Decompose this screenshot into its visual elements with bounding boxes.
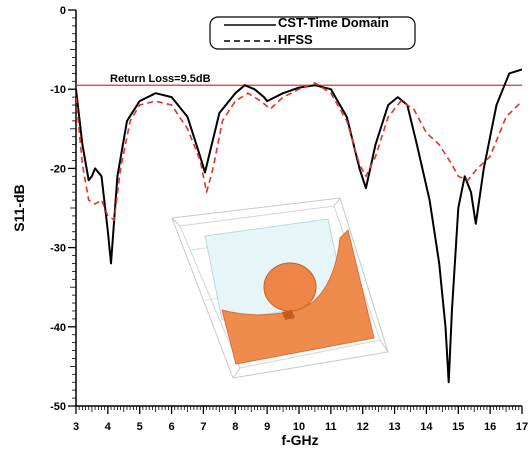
return-loss-annotation: Return Loss=9.5dB <box>110 73 211 85</box>
legend-label-cst: CST-Time Domain <box>278 15 389 30</box>
x-axis-ticks <box>75 406 523 414</box>
x-tick-label: 15 <box>452 421 464 433</box>
x-tick-label: 7 <box>200 421 206 433</box>
series-line-cst <box>76 68 522 384</box>
legend-label-hfss: HFSS <box>278 32 313 47</box>
y-axis-ticks <box>68 9 76 407</box>
x-tick-label: 13 <box>388 421 400 433</box>
y-tick-label: -30 <box>50 243 66 255</box>
x-tick-label: 4 <box>105 421 112 433</box>
x-axis-tick-labels: 3 4 5 6 7 8 9 10 11 12 13 14 15 16 17 <box>73 421 528 433</box>
x-tick-label: 6 <box>169 421 175 433</box>
series-layer <box>76 68 522 384</box>
y-tick-label: -40 <box>50 322 66 334</box>
antenna-inset-illustration <box>171 197 389 379</box>
x-tick-label: 17 <box>516 421 528 433</box>
x-tick-label: 3 <box>73 421 79 433</box>
y-axis-tick-labels: 0 -10 -20 -30 -40 -50 <box>50 5 66 413</box>
x-axis-title: f-GHz <box>281 432 318 448</box>
x-tick-label: 14 <box>420 421 433 433</box>
x-tick-label: 10 <box>293 421 305 433</box>
y-tick-label: -50 <box>50 401 66 413</box>
x-tick-label: 9 <box>264 421 270 433</box>
y-axis-title: S11-dB <box>11 184 27 231</box>
y-tick-label: -10 <box>50 84 66 96</box>
x-tick-label: 12 <box>357 421 369 433</box>
x-tick-label: 5 <box>137 421 143 433</box>
y-tick-label: -20 <box>50 163 66 175</box>
series-line-hfss <box>76 82 522 221</box>
x-tick-label: 16 <box>484 421 496 433</box>
y-tick-label: 0 <box>60 5 66 17</box>
x-tick-label: 11 <box>325 421 337 433</box>
legend: CST-Time Domain HFSS <box>209 15 416 50</box>
x-tick-label: 8 <box>232 421 238 433</box>
